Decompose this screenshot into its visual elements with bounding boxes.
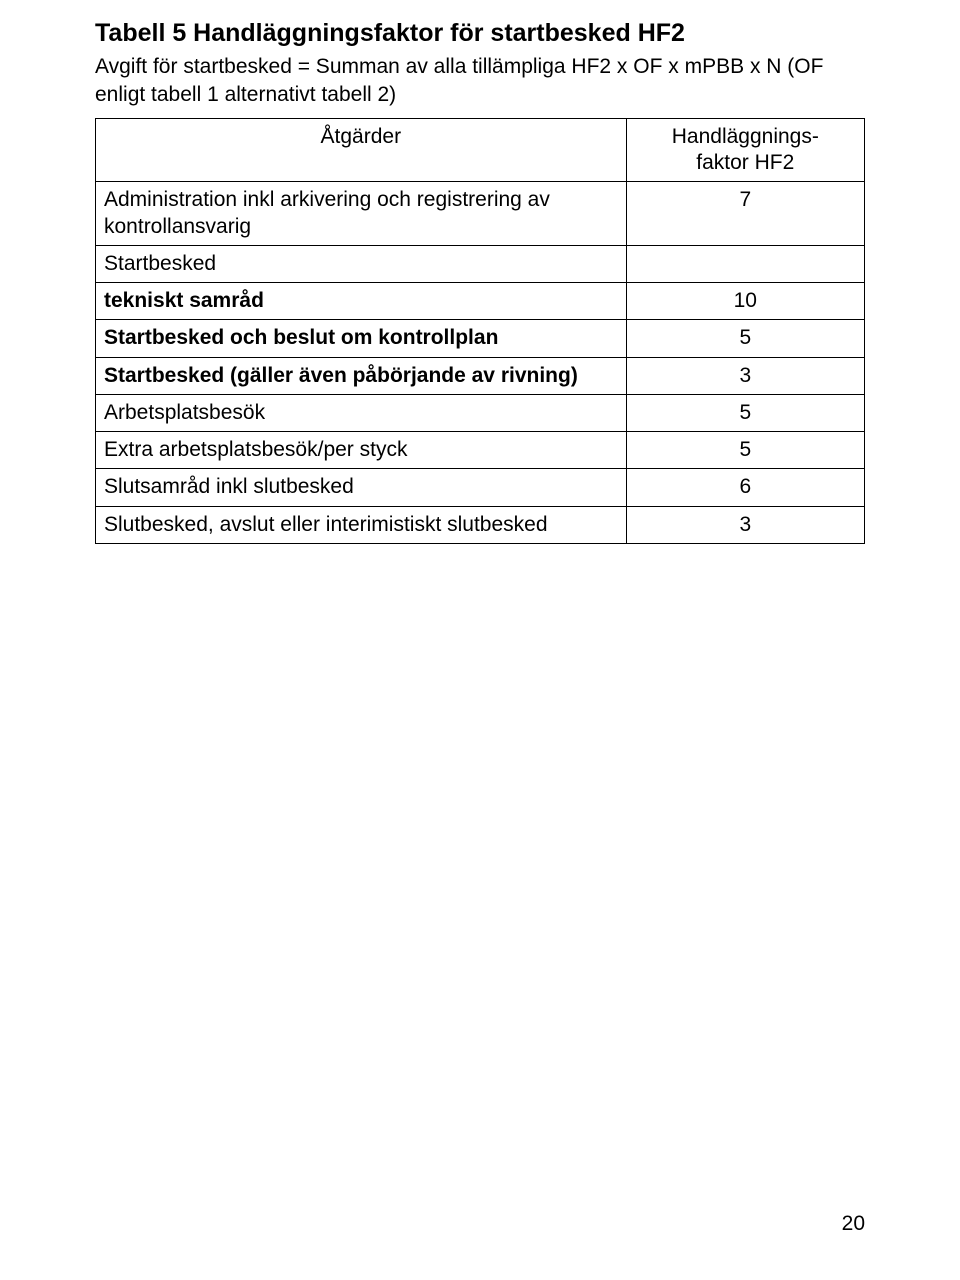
table-row: tekniskt samråd 10 <box>96 283 865 320</box>
page: Tabell 5 Handläggningsfaktor för startbe… <box>0 0 960 1280</box>
table-row: Administration inkl arkivering och regis… <box>96 182 865 246</box>
page-subtitle: Avgift för startbesked = Summan av alla … <box>95 53 865 108</box>
row-value: 3 <box>626 357 864 394</box>
header-factor-line2: faktor HF2 <box>696 151 794 174</box>
row-value: 10 <box>626 283 864 320</box>
row-value: 7 <box>626 182 864 246</box>
row-label: Startbesked (gäller även påbörjande av r… <box>96 357 627 394</box>
table-row: Slutsamråd inkl slutbesked 6 <box>96 469 865 506</box>
row-value: 6 <box>626 469 864 506</box>
row-value: 5 <box>626 394 864 431</box>
table-row: Arbetsplatsbesök 5 <box>96 394 865 431</box>
table-row: Extra arbetsplatsbesök/per styck 5 <box>96 432 865 469</box>
factor-table: Åtgärder Handläggnings- faktor HF2 Admin… <box>95 118 865 544</box>
page-title: Tabell 5 Handläggningsfaktor för startbe… <box>95 18 865 49</box>
row-label: Extra arbetsplatsbesök/per styck <box>96 432 627 469</box>
page-number: 20 <box>842 1212 865 1236</box>
table-row: Startbesked <box>96 245 865 282</box>
table-row: Startbesked (gäller även påbörjande av r… <box>96 357 865 394</box>
row-value <box>626 245 864 282</box>
row-value: 3 <box>626 506 864 543</box>
table-row: Startbesked och beslut om kontrollplan 5 <box>96 320 865 357</box>
row-label: Startbesked och beslut om kontrollplan <box>96 320 627 357</box>
header-actions: Åtgärder <box>96 118 627 182</box>
row-value: 5 <box>626 432 864 469</box>
header-factor: Handläggnings- faktor HF2 <box>626 118 864 182</box>
row-label: Startbesked <box>96 245 627 282</box>
row-label: tekniskt samråd <box>96 283 627 320</box>
row-label: Administration inkl arkivering och regis… <box>96 182 627 246</box>
row-label: Arbetsplatsbesök <box>96 394 627 431</box>
table-row: Slutbesked, avslut eller interimistiskt … <box>96 506 865 543</box>
row-label: Slutbesked, avslut eller interimistiskt … <box>96 506 627 543</box>
row-label: Slutsamråd inkl slutbesked <box>96 469 627 506</box>
header-factor-line1: Handläggnings- <box>672 125 819 148</box>
table-header-row: Åtgärder Handläggnings- faktor HF2 <box>96 118 865 182</box>
row-value: 5 <box>626 320 864 357</box>
